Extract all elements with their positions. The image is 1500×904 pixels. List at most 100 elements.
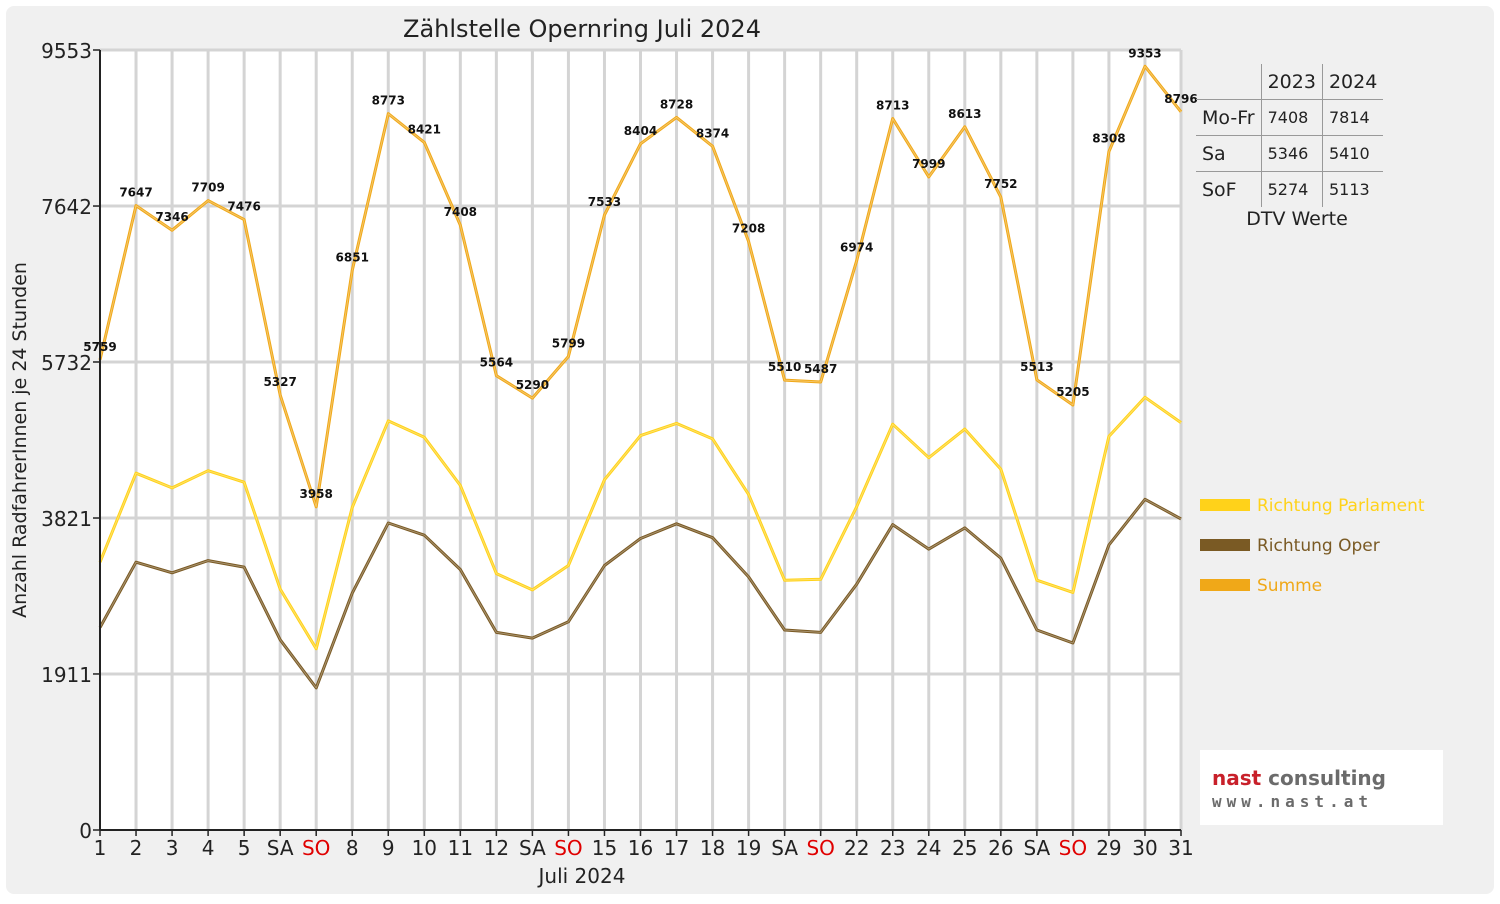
x-tick-label: 15	[592, 836, 617, 860]
data-label: 8404	[624, 124, 657, 138]
series-line-2	[98, 497, 1182, 690]
x-tick-label: 4	[202, 836, 215, 860]
x-tick-label: SA	[771, 836, 798, 860]
data-label: 7208	[732, 221, 765, 235]
dtv-header-blank	[1196, 64, 1262, 100]
data-label: 7533	[588, 195, 621, 209]
data-label: 5487	[804, 362, 837, 376]
data-label: 8728	[660, 97, 693, 111]
x-tick-label: 5	[238, 836, 251, 860]
data-label: 7999	[912, 157, 945, 171]
dtv-value-2024: 5410	[1322, 135, 1384, 172]
dtv-table: 2023 2024 Mo-Fr 7408 7814 Sa 5346 5410 S…	[1196, 64, 1384, 207]
data-label: 5290	[516, 378, 549, 392]
data-labels: 5759764773467709747653273958685187738421…	[83, 46, 1197, 501]
logo-wordmark: nast consulting	[1212, 766, 1386, 790]
logo-brand-grey: consulting	[1268, 766, 1386, 790]
data-label: 5205	[1056, 385, 1089, 399]
data-label: 5564	[480, 356, 513, 370]
legend-label: Richtung Parlament	[1257, 496, 1425, 516]
legend-swatch	[1200, 499, 1250, 511]
legend: Richtung Parlament Richtung Oper Summe	[1200, 496, 1425, 596]
y-tick-label: 9553	[41, 39, 92, 63]
data-label: 3958	[299, 487, 332, 501]
dtv-row-label: Mo-Fr	[1196, 99, 1262, 136]
x-tick-label: 10	[412, 836, 437, 860]
x-tick-label: 19	[736, 836, 761, 860]
x-tick-label: 12	[484, 836, 509, 860]
dtv-row: Sa 5346 5410	[1196, 135, 1384, 172]
y-tick-label: 3821	[41, 507, 92, 531]
dtv-caption: DTV Werte	[1246, 208, 1348, 230]
data-label: 5510	[768, 360, 801, 374]
x-tick-label: SO	[1059, 836, 1087, 860]
x-tick-label: 17	[664, 836, 689, 860]
x-tick-label: 9	[382, 836, 395, 860]
x-tick-label: 3	[166, 836, 179, 860]
x-tick-label: 25	[952, 836, 977, 860]
y-tick-label: 0	[79, 819, 92, 843]
dtv-value-2023: 5274	[1261, 171, 1323, 207]
data-label: 8796	[1164, 92, 1197, 106]
y-axis-label: Anzahl RadfahrerInnen je 24 Stunden	[9, 262, 31, 618]
data-label: 7647	[119, 186, 152, 200]
x-tick-label: 1	[94, 836, 107, 860]
company-logo: nast consulting www.nast.at	[1200, 750, 1443, 825]
data-label: 5327	[263, 375, 296, 389]
x-tick-label: SA	[519, 836, 546, 860]
x-tick-label: SO	[554, 836, 582, 860]
data-label: 8308	[1092, 132, 1125, 146]
x-tick-label: 22	[844, 836, 869, 860]
dtv-header-row: 2023 2024	[1196, 64, 1384, 100]
dtv-row-label: Sa	[1196, 135, 1262, 172]
x-tick-label: 2	[130, 836, 143, 860]
logo-brand-red: nast	[1212, 766, 1262, 790]
chart-title: Zählstelle Opernring Juli 2024	[403, 15, 761, 43]
data-label: 7709	[191, 181, 224, 195]
series-line-highlight	[99, 65, 1182, 508]
y-tick-label: 1911	[41, 663, 92, 687]
data-label: 8374	[696, 126, 729, 140]
data-label: 7346	[155, 210, 188, 224]
dtv-value-2024: 7814	[1322, 99, 1384, 136]
data-label: 5799	[552, 337, 585, 351]
data-label: 8613	[948, 107, 981, 121]
data-label: 7476	[227, 200, 260, 214]
x-tick-label: 24	[916, 836, 941, 860]
x-tick-label: 8	[346, 836, 359, 860]
grid-lines	[100, 48, 1183, 830]
data-label: 8421	[408, 122, 441, 136]
legend-swatch	[1200, 539, 1250, 551]
series-line-3	[98, 64, 1183, 509]
dtv-header-2024: 2024	[1322, 64, 1384, 100]
data-label: 7408	[444, 205, 477, 219]
series-lines	[98, 64, 1183, 690]
logo-url: www.nast.at	[1212, 792, 1373, 811]
dtv-row: Mo-Fr 7408 7814	[1196, 99, 1384, 136]
x-tick-label: SO	[302, 836, 330, 860]
x-tick-label: 11	[448, 836, 473, 860]
x-tick-label: SO	[806, 836, 834, 860]
legend-label: Summe	[1257, 576, 1322, 596]
x-axis-label: Juli 2024	[537, 864, 626, 888]
data-label: 5513	[1020, 360, 1053, 374]
dtv-row-label: SoF	[1196, 171, 1262, 207]
data-label: 6851	[336, 251, 369, 265]
dtv-row: SoF 5274 5113	[1196, 171, 1383, 207]
legend-swatch	[1200, 579, 1250, 591]
data-label: 6974	[840, 241, 873, 255]
data-label: 8713	[876, 99, 909, 113]
x-tick-label: 18	[700, 836, 725, 860]
x-tick-label: 26	[988, 836, 1013, 860]
dtv-value-2024: 5113	[1328, 180, 1370, 199]
x-tick-label: 23	[880, 836, 905, 860]
x-tick-label: 29	[1096, 836, 1121, 860]
x-tick-label: SA	[1023, 836, 1050, 860]
y-tick-label: 7642	[41, 195, 92, 219]
x-tick-label: 30	[1132, 836, 1157, 860]
data-label: 8773	[372, 94, 405, 108]
dtv-header-2023: 2023	[1261, 64, 1323, 100]
